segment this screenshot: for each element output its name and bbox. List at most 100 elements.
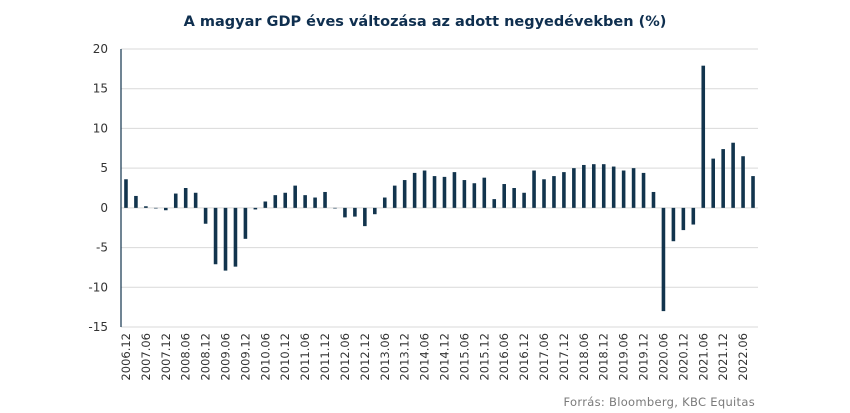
x-tick-label: 2016.12 bbox=[517, 333, 531, 381]
x-tick-label: 2010.12 bbox=[278, 333, 292, 381]
x-tick-label: 2015.06 bbox=[457, 333, 471, 381]
bar bbox=[552, 176, 556, 208]
bar bbox=[721, 149, 725, 208]
y-tick-label: 20 bbox=[93, 42, 108, 56]
bar bbox=[154, 207, 158, 209]
bar bbox=[462, 180, 467, 208]
x-tick-label: 2018.12 bbox=[597, 333, 611, 381]
bar bbox=[422, 170, 427, 208]
x-tick-label: 2021.12 bbox=[716, 333, 730, 381]
bar bbox=[741, 156, 745, 208]
bar bbox=[542, 179, 546, 208]
bar bbox=[582, 164, 586, 208]
bar bbox=[701, 65, 706, 208]
bar bbox=[203, 207, 208, 224]
bar bbox=[193, 192, 198, 208]
x-tick-label: 2008.06 bbox=[179, 333, 193, 381]
bar bbox=[213, 207, 218, 265]
bar bbox=[353, 207, 357, 217]
bar bbox=[253, 207, 258, 210]
x-tick-label: 2011.06 bbox=[298, 333, 312, 381]
y-tick-label: -10 bbox=[88, 280, 108, 294]
x-tick-label: 2021.06 bbox=[696, 333, 710, 381]
x-tick-label: 2011.12 bbox=[318, 333, 332, 381]
x-tick-label: 2020.06 bbox=[656, 333, 670, 381]
x-tick-label: 2006.12 bbox=[119, 333, 133, 381]
bar bbox=[482, 177, 487, 208]
bar bbox=[283, 192, 288, 208]
x-tick-label: 2008.12 bbox=[199, 333, 213, 381]
bar bbox=[373, 207, 377, 215]
bar bbox=[273, 195, 278, 208]
bar bbox=[731, 142, 735, 208]
bar bbox=[512, 188, 516, 208]
bar bbox=[601, 164, 606, 208]
bar bbox=[233, 207, 238, 267]
bar bbox=[432, 176, 437, 208]
x-tick-label: 2013.12 bbox=[398, 333, 412, 381]
bar bbox=[293, 185, 297, 208]
bar bbox=[402, 180, 407, 208]
bar bbox=[144, 206, 148, 208]
x-tick-label: 2014.06 bbox=[418, 333, 432, 381]
bar bbox=[452, 172, 457, 208]
y-tick-label: 15 bbox=[93, 82, 108, 96]
bar bbox=[163, 207, 168, 211]
bar bbox=[661, 207, 666, 312]
bar bbox=[243, 207, 248, 239]
bar bbox=[492, 199, 497, 208]
bar bbox=[323, 191, 327, 208]
bar bbox=[711, 158, 716, 208]
bar bbox=[134, 195, 138, 208]
bar bbox=[751, 176, 755, 208]
y-tick-label: 10 bbox=[93, 121, 108, 135]
x-tick-label: 2019.06 bbox=[617, 333, 631, 381]
x-tick-label: 2019.12 bbox=[637, 333, 651, 381]
bar bbox=[343, 207, 347, 218]
bar bbox=[631, 168, 636, 208]
bar bbox=[522, 192, 526, 208]
bar bbox=[641, 172, 646, 208]
y-tick-label: 0 bbox=[100, 201, 108, 215]
bar bbox=[223, 207, 228, 271]
bar bbox=[691, 207, 696, 225]
bar bbox=[611, 166, 616, 208]
bar bbox=[382, 197, 387, 208]
bar bbox=[263, 201, 268, 208]
x-tick-label: 2010.06 bbox=[258, 333, 272, 381]
x-tick-label: 2018.06 bbox=[577, 333, 591, 381]
x-tick-label: 2017.06 bbox=[537, 333, 551, 381]
x-tick-label: 2020.12 bbox=[676, 333, 690, 381]
x-tick-label: 2015.12 bbox=[477, 333, 491, 381]
y-tick-label: 5 bbox=[100, 161, 108, 175]
x-tick-label: 2007.12 bbox=[159, 333, 173, 381]
x-tick-label: 2007.06 bbox=[139, 333, 153, 381]
chart-title: A magyar GDP éves változása az adott neg… bbox=[183, 14, 667, 30]
bar bbox=[472, 183, 477, 208]
bar bbox=[671, 207, 676, 242]
y-tick-label: -15 bbox=[88, 320, 108, 334]
bar bbox=[562, 172, 566, 208]
x-tick-label: 2013.06 bbox=[378, 333, 392, 381]
x-tick-label: 2012.12 bbox=[358, 333, 372, 381]
x-tick-label: 2009.12 bbox=[238, 333, 252, 381]
x-tick-label: 2022.06 bbox=[736, 333, 750, 381]
bar bbox=[313, 197, 317, 208]
bar bbox=[532, 170, 536, 208]
x-tick-label: 2017.12 bbox=[557, 333, 571, 381]
source-note: Forrás: Bloomberg, KBC Equitas bbox=[563, 395, 755, 409]
y-tick-label: -5 bbox=[96, 241, 108, 255]
bar bbox=[442, 176, 447, 208]
bar bbox=[333, 207, 337, 209]
bar bbox=[591, 164, 596, 208]
bar bbox=[303, 195, 307, 208]
bar bbox=[572, 168, 576, 208]
x-tick-label: 2014.12 bbox=[437, 333, 451, 381]
bar bbox=[651, 191, 656, 208]
bar bbox=[392, 185, 397, 208]
bar bbox=[183, 188, 188, 208]
bar bbox=[412, 172, 417, 208]
bar bbox=[173, 193, 178, 208]
bar bbox=[124, 179, 128, 208]
